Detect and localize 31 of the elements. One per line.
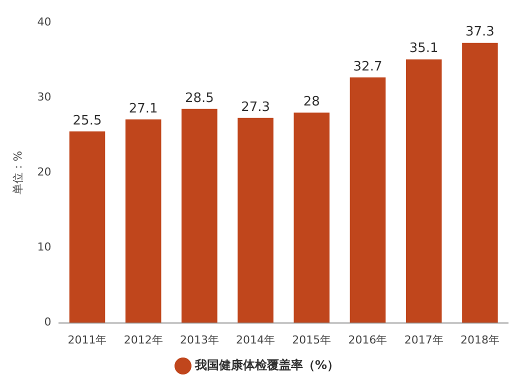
x-tick-label: 2015年 xyxy=(292,333,332,346)
y-axis-title: 单位：% xyxy=(11,150,24,194)
bar xyxy=(125,119,162,323)
bar xyxy=(406,59,442,323)
data-label: 35.1 xyxy=(409,41,438,56)
y-tick-label: 20 xyxy=(37,166,52,179)
x-tick-label: 2017年 xyxy=(404,333,444,346)
data-label: 27.1 xyxy=(128,101,158,116)
y-tick-label: 10 xyxy=(37,240,52,254)
bar xyxy=(69,131,106,323)
data-label: 37.3 xyxy=(465,24,494,40)
x-tick-label: 2013年 xyxy=(180,333,219,346)
legend-label: 我国健康体检覆盖率（%） xyxy=(194,358,340,372)
data-label: 32.7 xyxy=(353,59,382,74)
y-tick-label: 40 xyxy=(37,15,52,28)
x-tick-label: 2014年 xyxy=(236,333,276,346)
bar xyxy=(462,42,498,323)
bar xyxy=(182,108,218,323)
data-label: 27.3 xyxy=(241,100,270,115)
x-tick-label: 2011年 xyxy=(68,333,107,346)
x-tick-label: 2016年 xyxy=(348,333,388,346)
bar xyxy=(294,112,330,323)
data-label: 28.5 xyxy=(184,90,214,106)
y-tick-label: 0 xyxy=(44,316,52,329)
x-tick-label: 2012年 xyxy=(124,333,163,346)
y-tick-label: 30 xyxy=(37,90,52,104)
x-tick-label: 2018年 xyxy=(460,333,500,346)
data-label: 25.5 xyxy=(72,113,102,128)
data-label: 28 xyxy=(303,94,320,110)
bar xyxy=(238,118,274,323)
bar xyxy=(350,77,386,323)
